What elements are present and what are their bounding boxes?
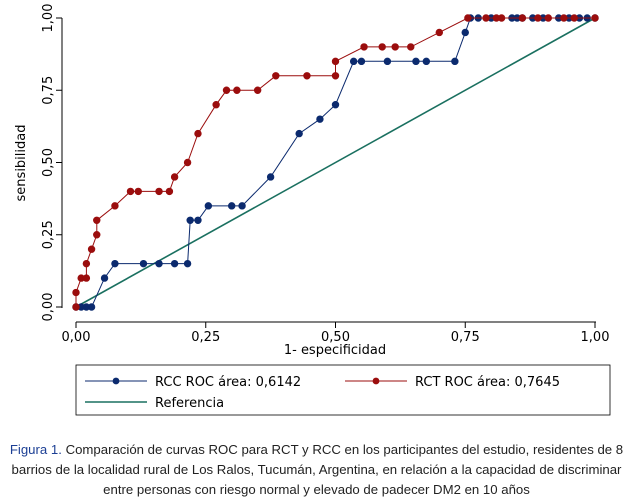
data-point	[316, 115, 324, 123]
caption-label: Figura 1.	[9, 442, 62, 457]
data-point	[194, 129, 202, 138]
legend-label: RCC ROC área: 0,6142	[155, 375, 301, 390]
legend-marker	[112, 377, 120, 385]
data-point	[391, 43, 399, 51]
legend-item: Referencia	[85, 396, 224, 411]
data-point	[591, 14, 599, 22]
legend-box	[75, 364, 611, 416]
data-point	[303, 72, 311, 80]
data-point	[349, 57, 358, 66]
data-point	[464, 14, 472, 22]
caption-text: Comparación de curvas ROC para RCT y RCC…	[11, 442, 624, 497]
data-point	[570, 14, 578, 22]
data-point	[100, 274, 109, 282]
data-point	[87, 303, 96, 311]
data-point	[139, 259, 148, 268]
data-point	[331, 100, 340, 109]
y-tick-label: 1,00	[41, 4, 56, 33]
y-tick-label: 0,00	[41, 293, 56, 322]
y-tick-label: 0,25	[41, 220, 56, 249]
data-point	[560, 14, 568, 22]
data-point	[186, 216, 194, 225]
data-point	[228, 202, 236, 210]
data-point	[222, 86, 231, 94]
data-point	[331, 72, 340, 80]
data-point	[360, 43, 368, 51]
data-point	[183, 259, 192, 268]
data-point	[93, 231, 101, 239]
data-point	[461, 28, 469, 37]
x-tick-label: 0,00	[62, 330, 91, 345]
data-point	[72, 288, 80, 297]
data-point	[134, 187, 142, 196]
data-point	[422, 57, 431, 66]
data-point	[518, 14, 527, 22]
y-axis-title: sensibilidad	[14, 125, 29, 202]
x-tick-label: 0,50	[321, 330, 350, 345]
data-point	[383, 57, 392, 66]
legend-label: RCT ROC área: 0,7645	[415, 375, 560, 390]
data-point	[451, 57, 459, 66]
data-point	[331, 57, 340, 66]
legend-marker	[372, 377, 380, 385]
data-point	[266, 173, 275, 181]
data-point	[93, 216, 101, 225]
legend-label: Referencia	[155, 396, 224, 411]
y-tick-label: 0,50	[41, 148, 56, 177]
data-point	[272, 72, 280, 80]
data-point	[407, 43, 415, 51]
data-point	[544, 14, 552, 22]
series-line	[75, 17, 596, 308]
data-point	[72, 303, 80, 311]
x-axis-title: 1- especificidad	[284, 343, 386, 358]
legend-item: RCC ROC área: 0,6142	[85, 375, 301, 390]
data-point	[155, 187, 163, 196]
data-point	[183, 158, 192, 167]
data-point	[412, 57, 420, 66]
x-tick-label: 0,25	[191, 330, 220, 345]
data-point	[482, 14, 490, 22]
x-tick-label: 1,00	[581, 330, 610, 345]
data-point	[378, 43, 386, 51]
data-point	[82, 274, 91, 282]
data-point	[126, 187, 135, 196]
data-point	[204, 202, 213, 210]
axes: 0,00 0,25 0,50 0,75 1,00 0,00 0,25 0,50 0,75 1,00	[41, 4, 609, 345]
data-point	[111, 202, 119, 210]
y-tick-label: 0,75	[41, 76, 56, 105]
data-point	[295, 129, 303, 138]
legend-items: RCC ROC área: 0,6142 RCT ROC área: 0,7645…	[85, 375, 560, 411]
data-point	[253, 86, 262, 94]
data-point	[170, 259, 179, 268]
data-point	[111, 259, 119, 268]
roc-chart: 0,00 0,25 0,50 0,75 1,00 0,00 0,25 0,50 0,75 1,00…	[14, 3, 611, 416]
data-point	[435, 28, 443, 37]
data-point	[170, 173, 179, 181]
data-point	[194, 216, 202, 225]
data-point	[497, 14, 506, 22]
data-point	[212, 100, 220, 109]
series-rct	[72, 14, 599, 311]
x-tick-label: 0,75	[451, 330, 480, 345]
figure-caption: Figura 1. Comparación de curvas ROC para…	[0, 440, 633, 500]
data-point	[238, 202, 246, 210]
data-point	[357, 57, 366, 66]
data-point	[165, 187, 174, 196]
series-referencia	[75, 17, 596, 308]
data-point	[87, 245, 96, 253]
series-layer	[72, 14, 599, 311]
data-point	[82, 259, 91, 268]
data-point	[155, 259, 163, 268]
data-point	[534, 14, 542, 22]
legend: RCC ROC área: 0,6142 RCT ROC área: 0,7645…	[75, 364, 611, 416]
data-point	[233, 86, 241, 94]
legend-item: RCT ROC área: 0,7645	[345, 375, 560, 390]
